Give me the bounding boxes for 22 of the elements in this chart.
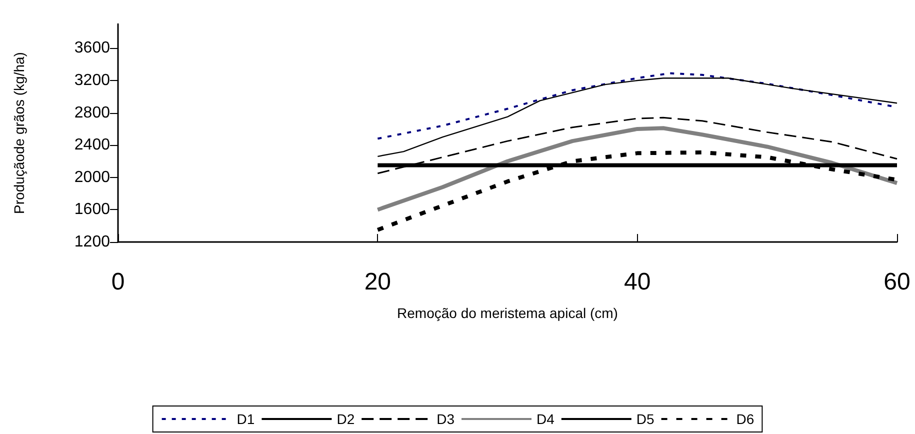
- legend-label: D1: [236, 411, 255, 427]
- y-tick-label: 1200: [74, 234, 110, 250]
- y-tick-label: 2400: [74, 136, 110, 154]
- y-tick-label: 2000: [74, 168, 110, 186]
- legend-label: D5: [636, 411, 655, 427]
- x-tick-label: 40: [624, 268, 651, 296]
- legend-label: D6: [736, 411, 754, 427]
- legend-label: D3: [436, 411, 455, 427]
- x-tick-label: 60: [884, 268, 910, 296]
- y-axis-title: Produçãode grãos (kg/ha): [11, 52, 27, 214]
- line-series: [377, 77, 898, 158]
- legend-label: D4: [536, 411, 555, 427]
- line-series: [376, 116, 898, 174]
- legend-label: D2: [336, 411, 355, 427]
- y-tick-label: 2800: [74, 104, 110, 122]
- x-tick-label: 0: [111, 268, 125, 296]
- line-series: [376, 126, 899, 212]
- x-tick-label: 20: [364, 268, 392, 296]
- y-tick-label: 3600: [74, 40, 110, 57]
- y-tick-label: 1600: [74, 201, 110, 218]
- y-tick-label: 3200: [74, 72, 110, 90]
- x-axis-title: Remoção do meristema apical (cm): [397, 305, 618, 321]
